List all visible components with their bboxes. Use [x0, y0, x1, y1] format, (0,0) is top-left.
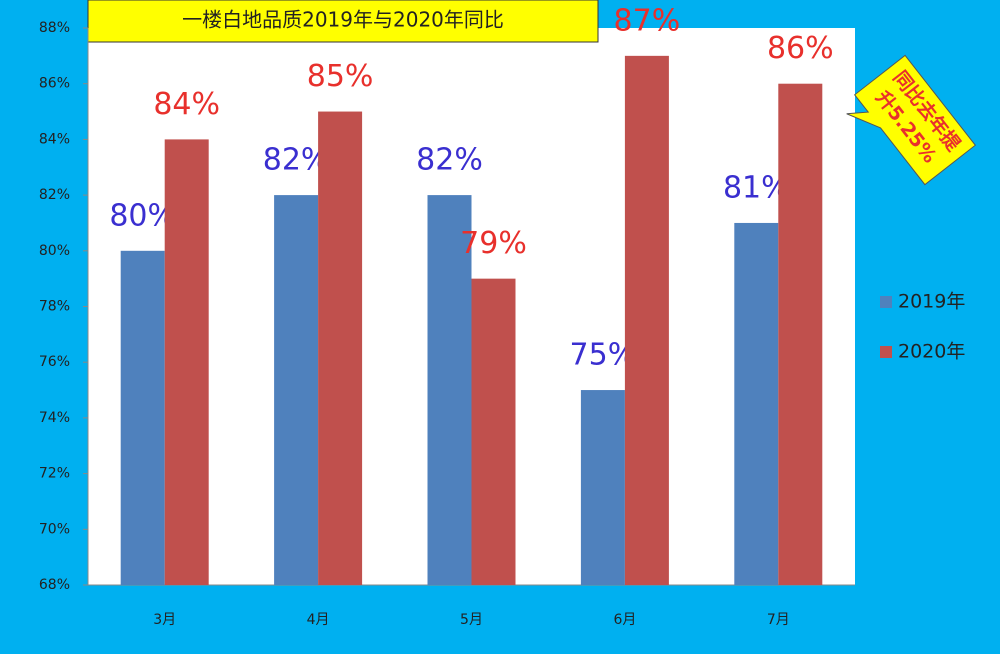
y-tick-label: 70%	[39, 521, 70, 537]
y-tick-label: 84%	[39, 131, 70, 147]
x-tick-label: 4月	[307, 612, 330, 628]
legend-label: 2020年	[898, 341, 965, 363]
value-label: 82%	[416, 143, 483, 178]
bar	[274, 195, 319, 585]
y-tick-label: 76%	[39, 354, 70, 370]
bar	[318, 111, 363, 586]
callout: 同比去年提 升5.25%	[846, 54, 977, 186]
legend-swatch	[880, 346, 892, 358]
y-tick-label: 68%	[39, 577, 70, 593]
x-tick-label: 6月	[613, 612, 636, 628]
chart-title: 一楼白地品质2019年与2020年同比	[182, 8, 504, 32]
value-label: 79%	[460, 226, 527, 261]
x-tick-label: 5月	[460, 612, 483, 628]
y-tick-label: 78%	[39, 299, 70, 315]
value-label: 86%	[767, 31, 834, 66]
bar	[120, 250, 165, 586]
legend-label: 2019年	[898, 291, 965, 313]
bar	[471, 278, 516, 585]
bar	[778, 83, 823, 585]
value-label: 87%	[614, 3, 681, 38]
bar	[427, 195, 472, 585]
value-label: 85%	[307, 59, 374, 94]
value-label: 84%	[153, 87, 220, 122]
x-tick-label: 3月	[153, 612, 176, 628]
bar	[734, 222, 779, 585]
y-tick-label: 80%	[39, 243, 70, 259]
x-tick-label: 7月	[767, 612, 790, 628]
title-box	[87, 0, 599, 43]
bar	[580, 390, 625, 585]
bar	[164, 139, 209, 585]
y-tick-label: 88%	[39, 20, 70, 36]
callout-shape	[846, 54, 977, 186]
y-tick-label: 82%	[39, 187, 70, 203]
legend-swatch	[880, 296, 892, 308]
y-tick-label: 74%	[39, 410, 70, 426]
y-tick-label: 72%	[39, 466, 70, 482]
bar	[624, 55, 669, 586]
y-tick-label: 86%	[39, 76, 70, 92]
